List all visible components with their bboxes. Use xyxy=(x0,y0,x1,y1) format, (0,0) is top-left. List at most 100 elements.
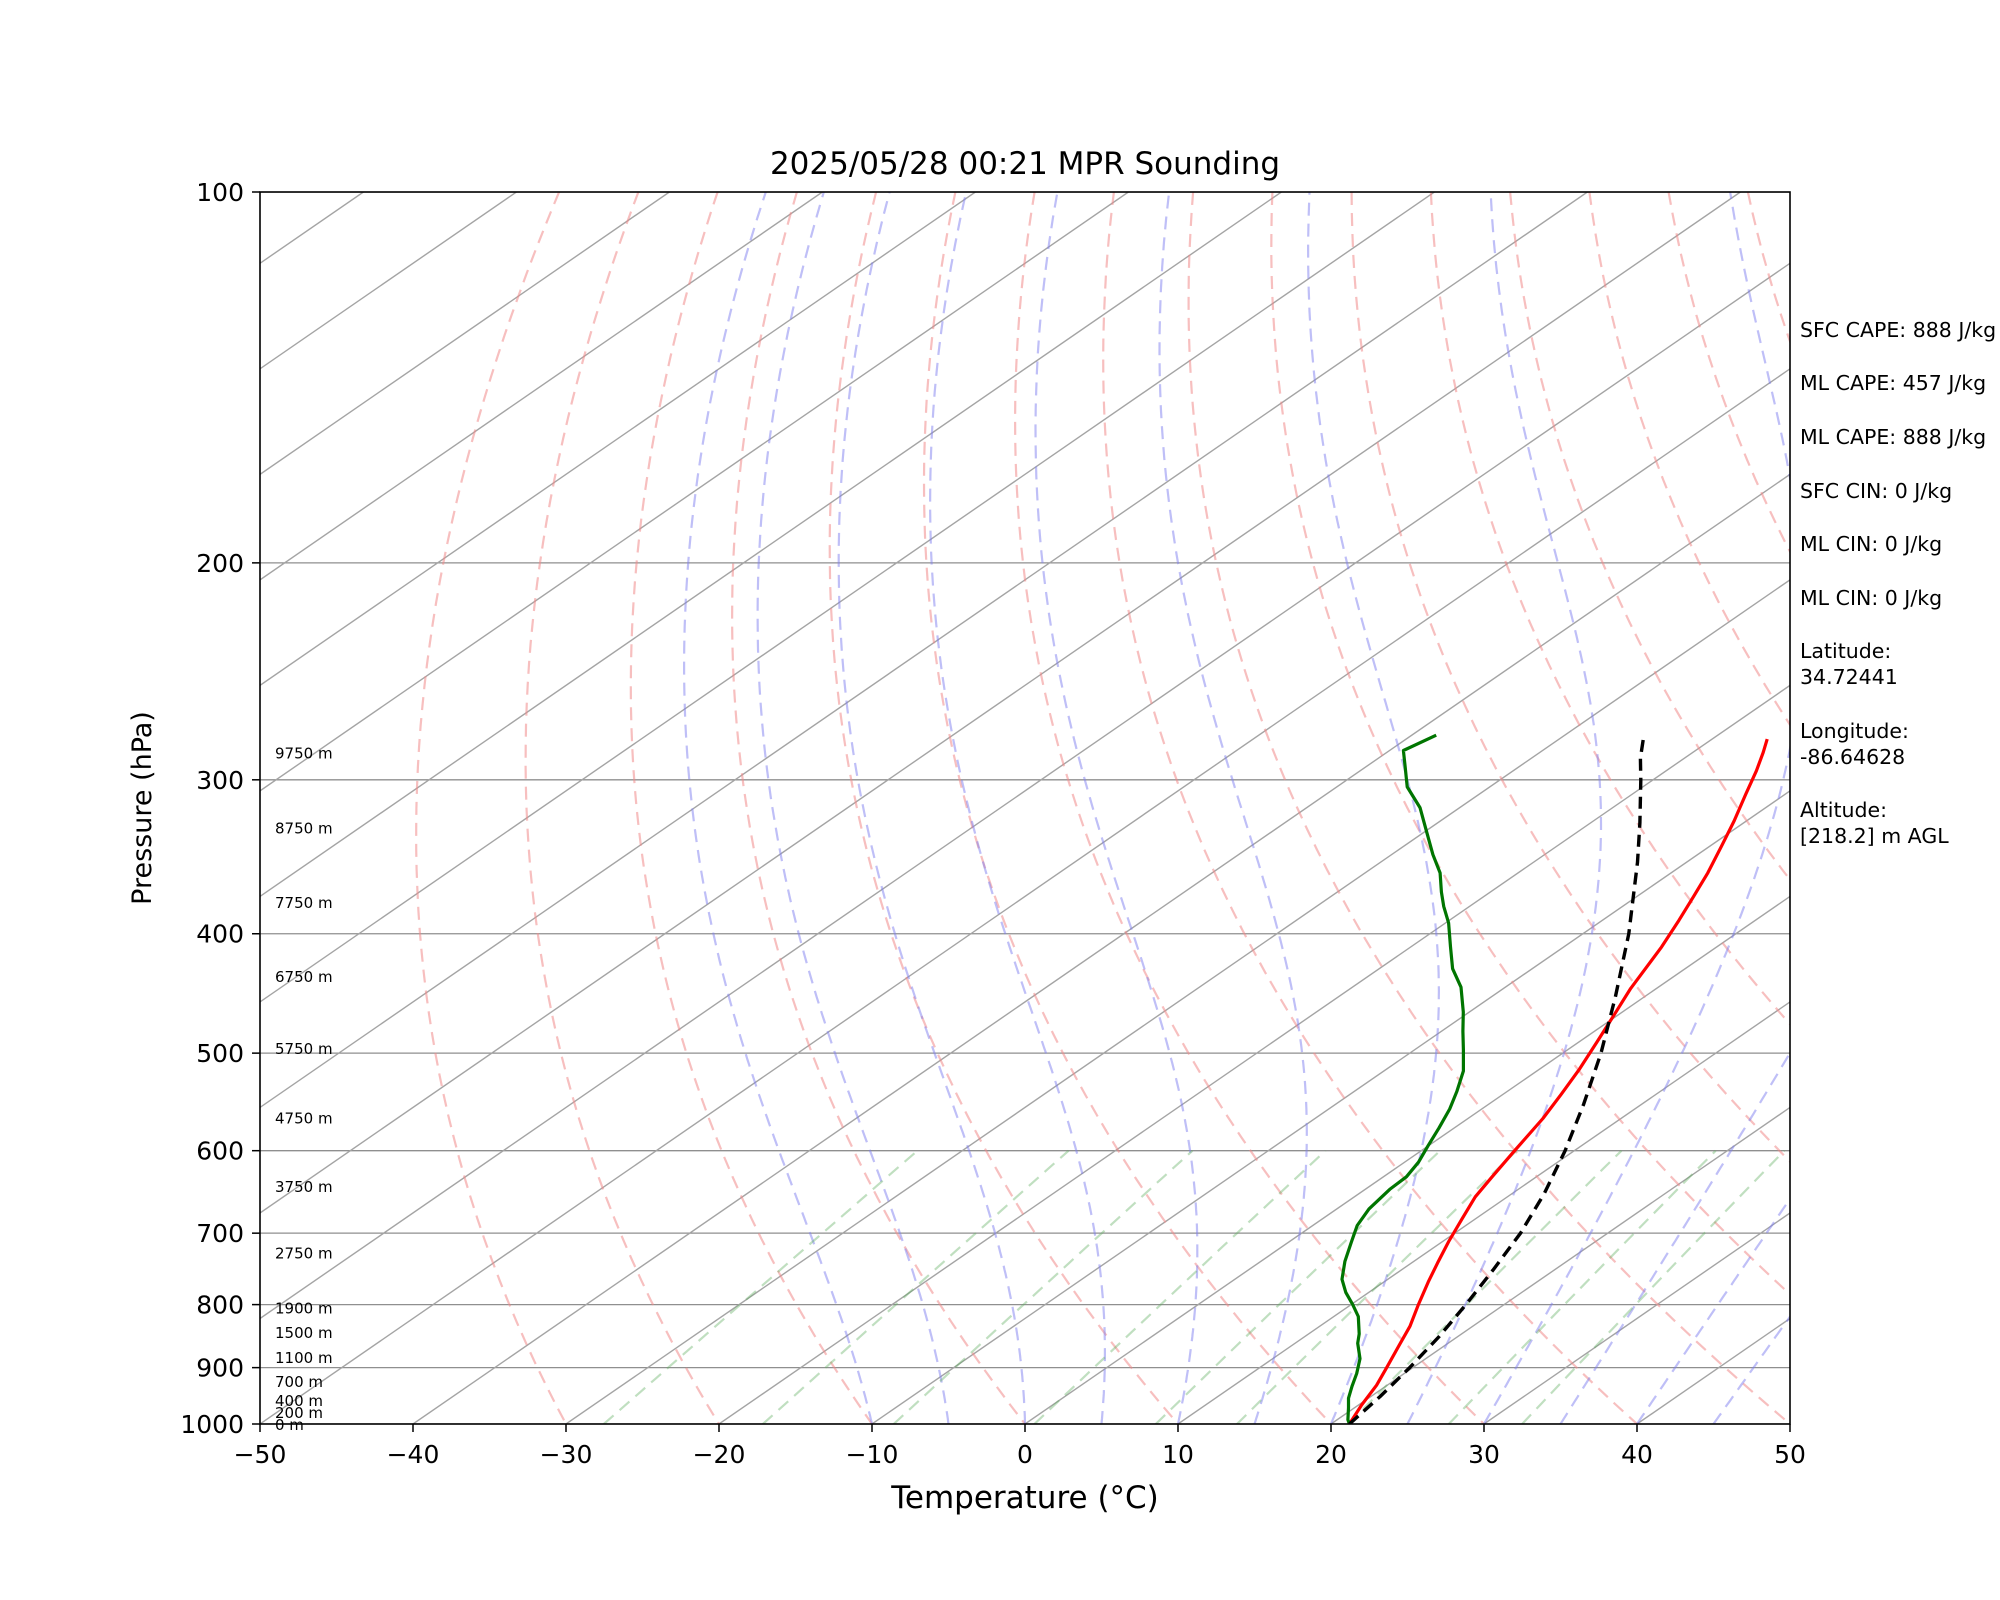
isotherm-line xyxy=(260,192,1129,792)
moist-adiabat-line xyxy=(1712,1314,1790,1424)
isotherm-line xyxy=(260,192,517,370)
info-longitude: Longitude: -86.64628 xyxy=(1800,719,1909,769)
isotherm-line xyxy=(718,684,1790,1424)
isotherm-line xyxy=(260,192,670,476)
y-tick-label: 700 xyxy=(196,1219,244,1248)
info-latitude: Latitude: 34.72441 xyxy=(1800,639,1898,689)
x-tick-label: 40 xyxy=(1621,1440,1653,1469)
height-label: 700 m xyxy=(275,1373,323,1391)
isotherm-line xyxy=(565,579,1790,1424)
y-tick-label: 200 xyxy=(196,549,244,578)
y-tick-label: 800 xyxy=(196,1291,244,1320)
dry-adiabat-line xyxy=(730,192,1026,1424)
info-sfc-cape: SFC CAPE: 888 J/kg xyxy=(1800,318,1997,342)
moist-adiabat-line xyxy=(756,192,950,1424)
x-tick-label: −40 xyxy=(387,1440,440,1469)
moist-adiabat-line xyxy=(837,192,1027,1424)
height-label: 2750 m xyxy=(275,1245,333,1263)
axes: −50 −40 −30 −20 −10 0 10 20 30 40 50 100 200 300 400 50… xyxy=(180,178,1806,1469)
isotherm-line xyxy=(1483,1212,1790,1424)
parcel-profile-trace xyxy=(1348,738,1645,1424)
isotherm-line xyxy=(260,192,976,687)
dry-adiabat-line xyxy=(1270,192,1790,1296)
height-label: 3750 m xyxy=(275,1178,333,1196)
mixing-ratio-line xyxy=(1448,1149,1717,1424)
dry-adiabat-line xyxy=(922,192,1332,1424)
isotherm-line xyxy=(260,192,1282,898)
moist-adiabat-line xyxy=(682,192,874,1424)
chart-title: 2025/05/28 00:21 MPR Sounding xyxy=(770,146,1280,182)
dewpoint-trace xyxy=(1340,733,1466,1424)
plot-series xyxy=(1340,733,1769,1424)
info-ml-cape: ML CAPE: 457 J/kg xyxy=(1800,371,1987,395)
mixing-ratio-line xyxy=(1236,1149,1518,1424)
moist-adiabat-line xyxy=(1636,1196,1790,1424)
height-label: 4750 m xyxy=(275,1110,333,1128)
isotherm-line xyxy=(260,367,1790,1424)
dry-adiabat-line xyxy=(1667,192,1790,554)
dry-adiabat-line xyxy=(828,192,1179,1424)
x-tick-label: 10 xyxy=(1162,1440,1194,1469)
height-label: 9750 m xyxy=(275,744,333,762)
moist-adiabat-line xyxy=(1034,192,1199,1424)
isotherm-line xyxy=(1177,1001,1790,1424)
x-tick-label: 50 xyxy=(1774,1440,1806,1469)
info-sfc-cin: SFC CIN: 0 J/kg xyxy=(1800,479,1953,503)
height-label: 7750 m xyxy=(275,894,333,912)
y-axis-label: Pressure (hPa) xyxy=(127,711,158,905)
isotherm-line xyxy=(260,192,1741,1214)
y-tick-label: 300 xyxy=(196,766,244,795)
x-tick-label: −30 xyxy=(540,1440,593,1469)
height-label: 6750 m xyxy=(275,968,333,986)
x-tick-label: 20 xyxy=(1315,1440,1347,1469)
isotherm-line xyxy=(260,192,823,581)
mixing-ratio-line xyxy=(1347,1149,1623,1424)
height-label: 400 m xyxy=(275,1392,323,1410)
mixing-ratio-line xyxy=(1033,1149,1327,1424)
x-tick-label: 0 xyxy=(1017,1440,1033,1469)
y-tick-label: 600 xyxy=(196,1137,244,1166)
x-tick-label: −20 xyxy=(693,1440,746,1469)
isotherm-line xyxy=(871,790,1790,1424)
y-tick-label: 1000 xyxy=(180,1410,244,1439)
isotherm-line xyxy=(260,192,1588,1109)
dry-adiabat-line xyxy=(415,192,567,1424)
moist-adiabat-line xyxy=(1158,192,1308,1424)
mixing-ratio-line xyxy=(762,1149,1070,1424)
temperature-trace xyxy=(1348,738,1769,1424)
info-ml-cin: ML CIN: 0 J/kg xyxy=(1800,532,1943,556)
height-label: 1100 m xyxy=(275,1349,333,1367)
info-ml-cape-2: ML CAPE: 888 J/kg xyxy=(1800,425,1987,449)
height-label: 1500 m xyxy=(275,1324,333,1342)
height-label: 8750 m xyxy=(275,820,333,838)
y-tick-label: 400 xyxy=(196,920,244,949)
dry-adiabat-line xyxy=(1588,192,1790,727)
isotherm-line xyxy=(1330,1106,1790,1424)
x-axis-label: Temperature (°C) xyxy=(890,1480,1159,1516)
y-tick-label: 900 xyxy=(196,1354,244,1383)
height-label: 1900 m xyxy=(275,1299,333,1317)
y-tick-label: 100 xyxy=(196,178,244,207)
mixing-ratio-line xyxy=(1155,1149,1441,1424)
x-tick-label: −50 xyxy=(234,1440,287,1469)
dry-adiabat-line xyxy=(1013,192,1485,1424)
moist-adiabat-line xyxy=(1306,192,1441,1424)
moist-adiabat-line xyxy=(1483,192,1790,1424)
plot-frame xyxy=(259,191,1791,1425)
moist-adiabat-line xyxy=(928,192,1107,1424)
dry-adiabat-line xyxy=(1102,192,1638,1424)
mixing-ratio-line xyxy=(603,1149,919,1424)
dry-adiabat-line xyxy=(1187,192,1790,1424)
mixing-ratio-line xyxy=(892,1149,1194,1424)
isotherm-line xyxy=(260,192,364,265)
info-altitude: Altitude: [218.2] m AGL xyxy=(1800,798,1949,848)
height-label: 200 m xyxy=(275,1404,323,1422)
y-tick-label: 500 xyxy=(196,1039,244,1068)
info-ml-cin-2: ML CIN: 0 J/kg xyxy=(1800,586,1943,610)
plot-grid xyxy=(260,192,1790,1424)
dry-adiabat-line xyxy=(629,192,873,1424)
mixing-ratio-line xyxy=(1521,1149,1786,1424)
dry-adiabat-line xyxy=(524,192,720,1424)
